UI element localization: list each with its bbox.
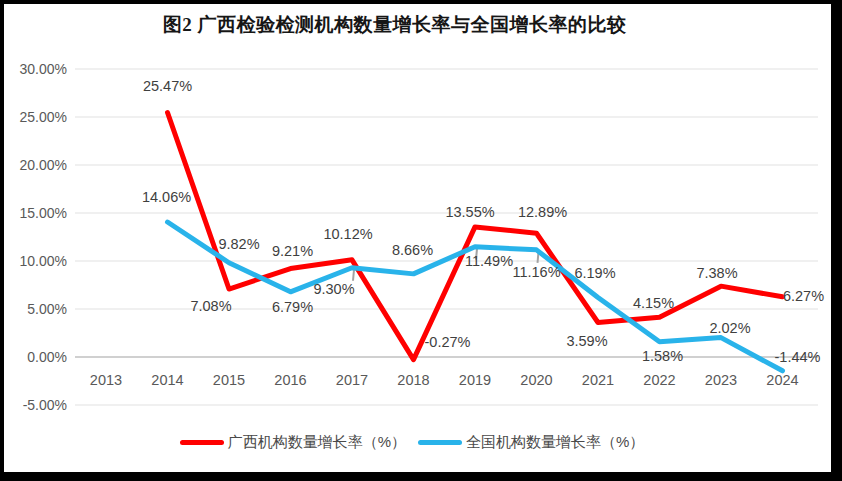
data-label: 6.19%: [574, 265, 615, 281]
y-axis-tick-label: 25.00%: [20, 109, 67, 125]
x-axis-tick-label: 2017: [336, 372, 368, 388]
x-axis-tick-label: 2020: [520, 372, 552, 388]
data-label: 14.06%: [142, 189, 191, 205]
x-axis-tick-label: 2015: [213, 372, 245, 388]
y-axis-tick-label: 20.00%: [20, 157, 67, 173]
chart-title: 图2 广西检验检测机构数量增长率与全国增长率的比较: [0, 12, 789, 38]
data-label: 7.38%: [696, 265, 737, 281]
x-axis-tick-label: 2023: [705, 372, 737, 388]
legend-line-red-icon: [180, 440, 224, 445]
data-label: 8.66%: [392, 242, 433, 258]
data-label: 3.59%: [566, 333, 607, 349]
data-label: 9.30%: [313, 281, 354, 297]
data-label: 11.16%: [512, 264, 560, 280]
legend-line-blue-icon: [418, 440, 462, 445]
line-chart-plot: 30.00% 25.00% 20.00% 15.00% 10.00% 5.00% 0.00%…: [0, 0, 842, 481]
series-line-0: [168, 112, 783, 359]
legend-item-national: 全国机构数量增长率（%）: [418, 433, 644, 452]
data-label: 6.79%: [272, 299, 313, 315]
x-axis-tick-label: 2016: [274, 372, 306, 388]
x-axis-tick-label: 2019: [459, 372, 491, 388]
data-label: 10.12%: [323, 226, 372, 242]
data-label: 6.27%: [783, 288, 824, 304]
y-axis-tick-label: 15.00%: [20, 205, 67, 221]
series-line-1: [168, 222, 783, 371]
x-axis-tick-label: 2021: [582, 372, 614, 388]
data-label: 13.55%: [445, 204, 494, 220]
data-label: -0.27%: [425, 334, 471, 350]
y-axis-tick-label: 0.00%: [27, 349, 67, 365]
data-label: 1.58%: [642, 348, 683, 364]
legend-item-guangxi: 广西机构数量增长率（%）: [180, 433, 406, 452]
data-label: 9.82%: [218, 236, 259, 252]
x-axis-tick-label: 2022: [643, 372, 675, 388]
y-axis-tick-label: 30.00%: [20, 61, 67, 77]
data-label: 4.15%: [633, 295, 674, 311]
data-label-leader-tick: [353, 270, 354, 281]
x-axis-tick-label: 2014: [151, 372, 183, 388]
data-label: -1.44%: [775, 349, 821, 365]
x-axis-tick-label: 2018: [397, 372, 429, 388]
legend-label-guangxi: 广西机构数量增长率（%）: [228, 433, 406, 452]
y-axis-tick-label: -5.00%: [23, 397, 67, 413]
y-axis-tick-label: 5.00%: [27, 301, 67, 317]
chart-legend: 广西机构数量增长率（%） 全国机构数量增长率（%）: [0, 430, 824, 454]
x-axis-tick-label: 2024: [766, 372, 798, 388]
data-label: 25.47%: [143, 78, 192, 94]
y-axis-tick-label: 10.00%: [20, 253, 67, 269]
data-label: 11.49%: [465, 253, 513, 269]
legend-label-national: 全国机构数量增长率（%）: [466, 433, 644, 452]
data-label: 12.89%: [518, 204, 567, 220]
data-label: 2.02%: [709, 320, 750, 336]
data-label: 9.21%: [272, 243, 313, 259]
data-label: 7.08%: [190, 298, 231, 314]
x-axis-tick-label: 2013: [90, 372, 122, 388]
